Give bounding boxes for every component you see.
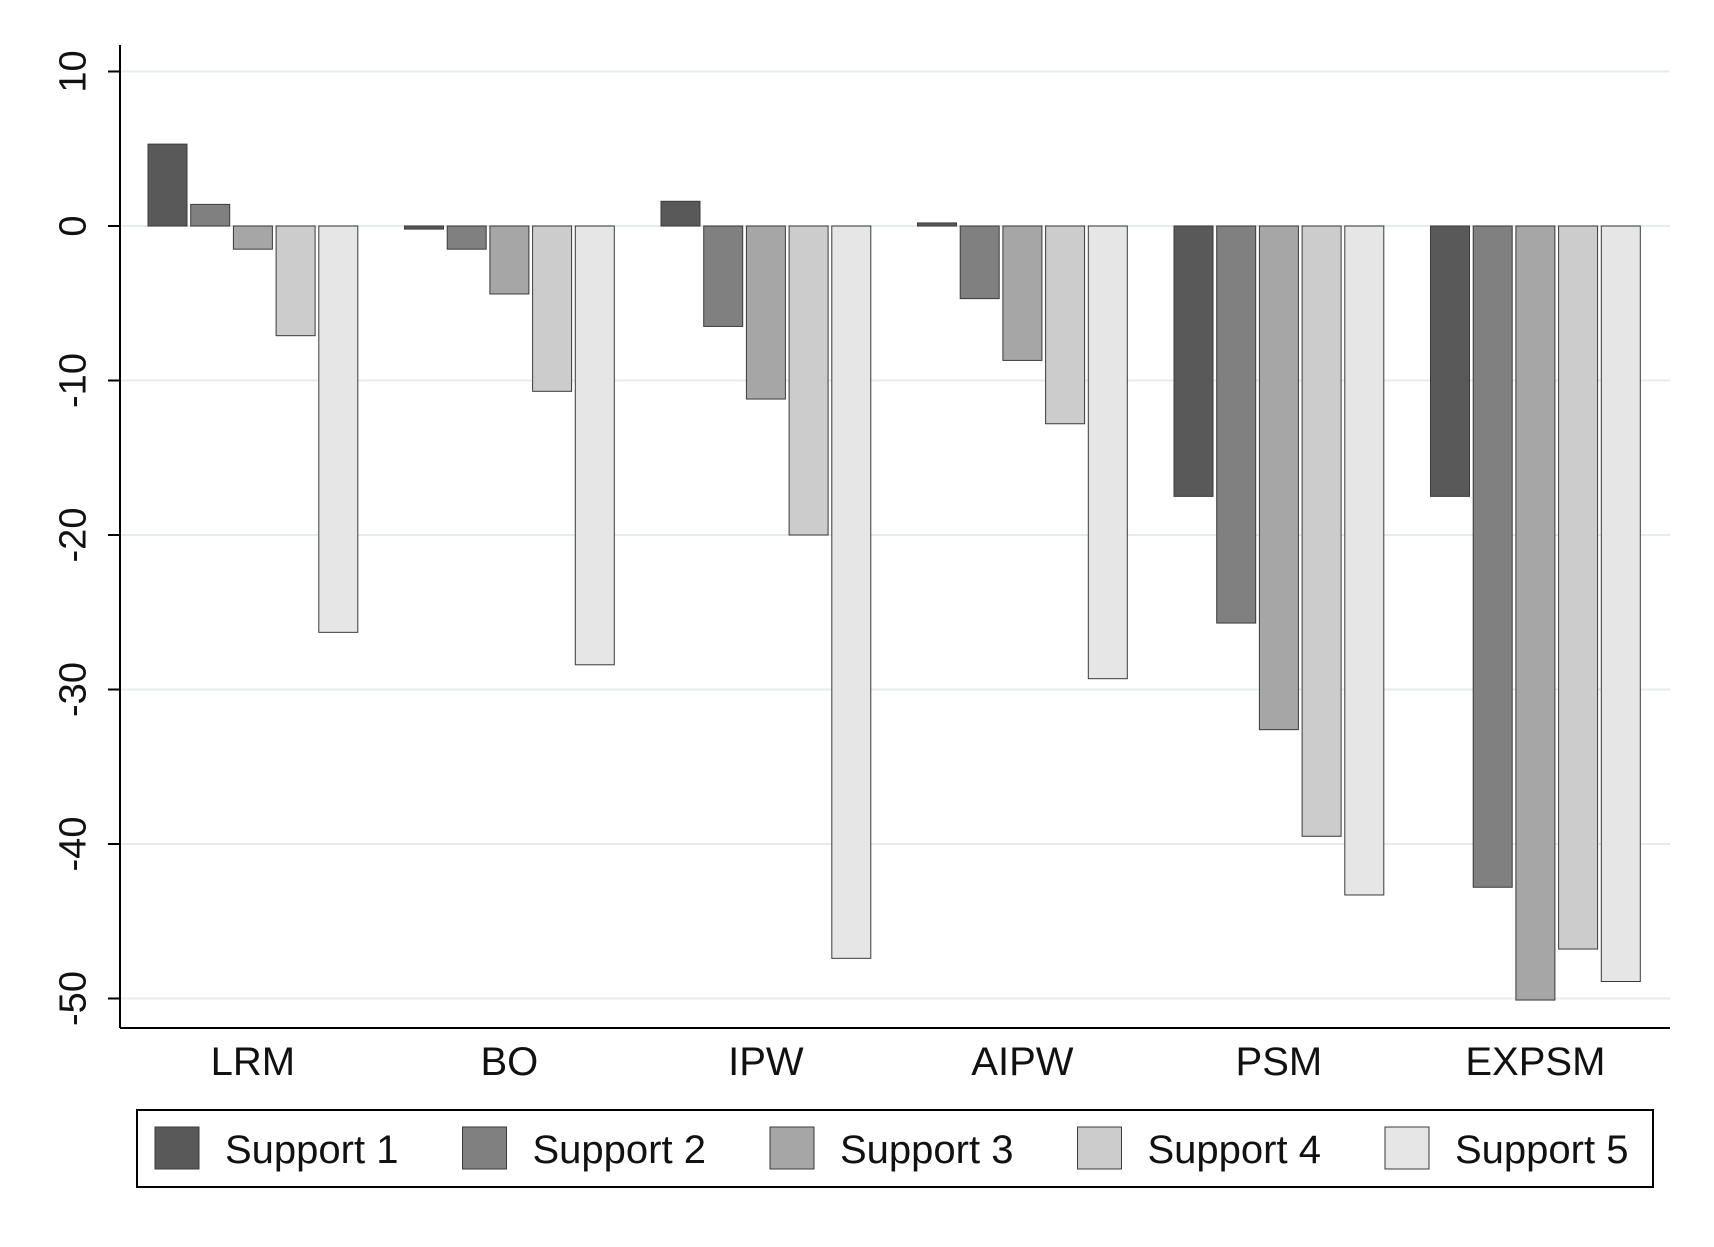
- bar-expsm-support-2: [1472, 225, 1513, 888]
- legend: Support 1 Support 2 Support 3 Support 4 Supp…: [136, 1109, 1654, 1188]
- bar-lrm-support-3: [232, 225, 273, 250]
- legend-label: Support 2: [533, 1128, 706, 1172]
- y-axis-ticks: 10 0 -10 -20 -30 -40 -50: [52, 50, 120, 1026]
- bar-lrm-support-2: [190, 203, 231, 227]
- axes: [119, 45, 1670, 1029]
- bar-psm-support-1: [1173, 225, 1214, 497]
- bar-psm-support-5: [1344, 225, 1385, 896]
- bar-expsm-support-1: [1430, 225, 1470, 497]
- y-tick-label: -30: [52, 662, 94, 717]
- bar-aipw-support-5: [1087, 225, 1128, 680]
- legend-label: Support 3: [840, 1128, 1013, 1172]
- bar-lrm-support-5: [318, 225, 359, 633]
- legend-label: Support 5: [1455, 1128, 1628, 1172]
- bar-bo-support-3: [489, 225, 530, 295]
- legend-swatch: [154, 1126, 200, 1170]
- bar-lrm-support-4: [275, 225, 316, 337]
- x-tick-label: AIPW: [971, 1040, 1073, 1084]
- legend-label: Support 1: [225, 1128, 398, 1172]
- bar-bo-support-2: [446, 225, 487, 250]
- legend-swatch: [1077, 1126, 1122, 1170]
- bar-ipw-support-1: [660, 200, 701, 227]
- x-tick-label: LRM: [211, 1040, 295, 1084]
- legend-label: Support 4: [1148, 1128, 1321, 1172]
- y-tick-label: -10: [52, 353, 94, 408]
- bar-bo-support-5: [574, 225, 615, 666]
- bar-bo-support-1: [404, 225, 444, 230]
- bar-expsm-support-3: [1515, 225, 1556, 1001]
- x-tick-label: EXPSM: [1465, 1040, 1605, 1084]
- bar-aipw-support-4: [1045, 225, 1086, 425]
- x-tick-label: IPW: [728, 1040, 804, 1084]
- y-tick-label: -20: [52, 508, 94, 563]
- x-axis-labels: LRM BO IPW AIPW PSM EXPSM: [211, 1040, 1606, 1084]
- legend-swatch: [769, 1126, 815, 1170]
- legend-swatch: [462, 1126, 507, 1170]
- bar-ipw-support-5: [831, 225, 872, 959]
- y-tick-label: -40: [52, 817, 94, 872]
- gridlines: [120, 70, 1670, 1000]
- bars: [147, 143, 1641, 1001]
- bar-bo-support-4: [532, 225, 573, 392]
- x-tick-label: BO: [481, 1040, 539, 1084]
- x-tick-label: PSM: [1236, 1040, 1323, 1084]
- bar-expsm-support-5: [1600, 225, 1641, 983]
- bar-ipw-support-2: [703, 225, 744, 327]
- bar-expsm-support-4: [1558, 225, 1599, 950]
- bar-psm-support-3: [1258, 225, 1299, 731]
- bar-ipw-support-3: [745, 225, 786, 400]
- bar-lrm-support-1: [147, 143, 188, 227]
- legend-swatch: [1384, 1126, 1430, 1170]
- bar-ipw-support-4: [788, 225, 829, 536]
- bar-aipw-support-1: [917, 222, 957, 227]
- bar-aipw-support-2: [959, 225, 1000, 300]
- bar-aipw-support-3: [1002, 225, 1043, 361]
- y-tick-label: 0: [52, 215, 94, 236]
- y-tick-label: -50: [52, 971, 94, 1026]
- y-tick-label: 10: [52, 50, 94, 92]
- bar-psm-support-2: [1216, 225, 1257, 624]
- bar-psm-support-4: [1301, 225, 1342, 837]
